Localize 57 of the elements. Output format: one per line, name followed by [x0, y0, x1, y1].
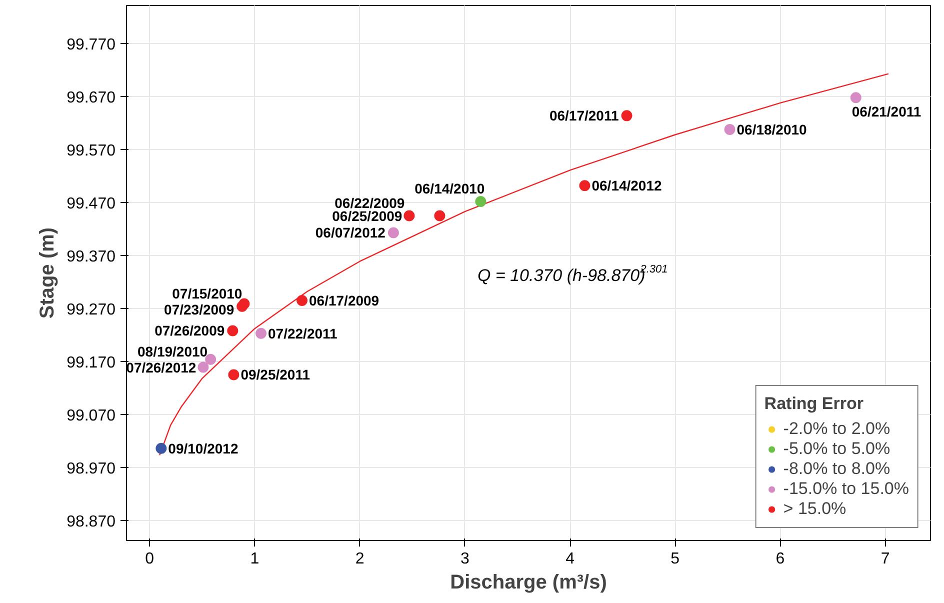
x-tick-label: 1 [250, 550, 260, 568]
x-tick-label: 2 [355, 550, 364, 568]
x-tick-label: 5 [670, 550, 680, 568]
point [198, 362, 209, 373]
point [296, 295, 308, 306]
point [621, 110, 632, 122]
y-tick-label: 99.570 [66, 142, 116, 160]
annotation: 06/07/2012 [315, 224, 386, 241]
annotation: 07/15/2010 [172, 286, 242, 302]
y-tick-label: 98.970 [66, 460, 116, 478]
y-tick-label: 99.270 [66, 301, 116, 318]
y-tick-label: 99.170 [66, 354, 116, 372]
annotation: 08/19/2010 [138, 343, 208, 360]
point [404, 210, 415, 222]
annotation: 07/23/2009 [164, 301, 234, 318]
x-tick-label: 7 [880, 550, 890, 568]
x-tick-label: 4 [566, 550, 575, 568]
legend-label: -2.0% to 2.0% [783, 419, 890, 439]
y-tick-label: 99.670 [66, 90, 116, 107]
legend-label: -15.0% to 15.0% [783, 479, 909, 499]
legend-label: -8.0% to 8.0% [783, 459, 890, 479]
annotation: 06/14/2010 [414, 180, 485, 196]
x-tick-label: 3 [460, 550, 470, 568]
annotation: 07/26/2009 [154, 322, 225, 339]
legend-title: Rating Error [764, 394, 864, 414]
point [256, 328, 267, 339]
point [228, 369, 240, 380]
point [579, 180, 590, 192]
y-tick-label: 99.370 [66, 248, 116, 266]
y-tick-label: 99.470 [66, 196, 116, 213]
x-tick-label: 6 [776, 550, 785, 568]
annotation: 07/26/2012 [126, 359, 196, 376]
point [156, 442, 167, 454]
annotation: 06/17/2009 [309, 292, 380, 309]
x-axis-title: Discharge (m³/s) [450, 572, 607, 594]
y-tick-label: 99.770 [66, 36, 116, 54]
y-tick-label: 99.070 [66, 407, 116, 424]
legend-label: -5.0% to 5.0% [783, 439, 890, 459]
annotation: 06/14/2012 [592, 178, 662, 194]
point [388, 227, 399, 238]
annotation: 06/21/2011 [852, 104, 922, 120]
legend-label: > 15.0% [783, 499, 846, 519]
point [475, 196, 486, 207]
annotation: 09/25/2011 [240, 366, 310, 383]
point [724, 124, 736, 135]
x-tick-label: 0 [145, 550, 154, 568]
annotation: 07/22/2011 [268, 325, 338, 342]
point [434, 210, 446, 222]
y-tick-label: 98.870 [66, 513, 116, 530]
point [850, 92, 862, 104]
y-axis-title: Stage (m) [36, 227, 59, 319]
point [238, 298, 250, 310]
point [205, 354, 216, 365]
point [227, 325, 238, 336]
annotation: 09/10/2012 [168, 440, 238, 456]
annotation: 06/17/2011 [549, 108, 619, 124]
annotation: 06/18/2010 [736, 121, 808, 138]
